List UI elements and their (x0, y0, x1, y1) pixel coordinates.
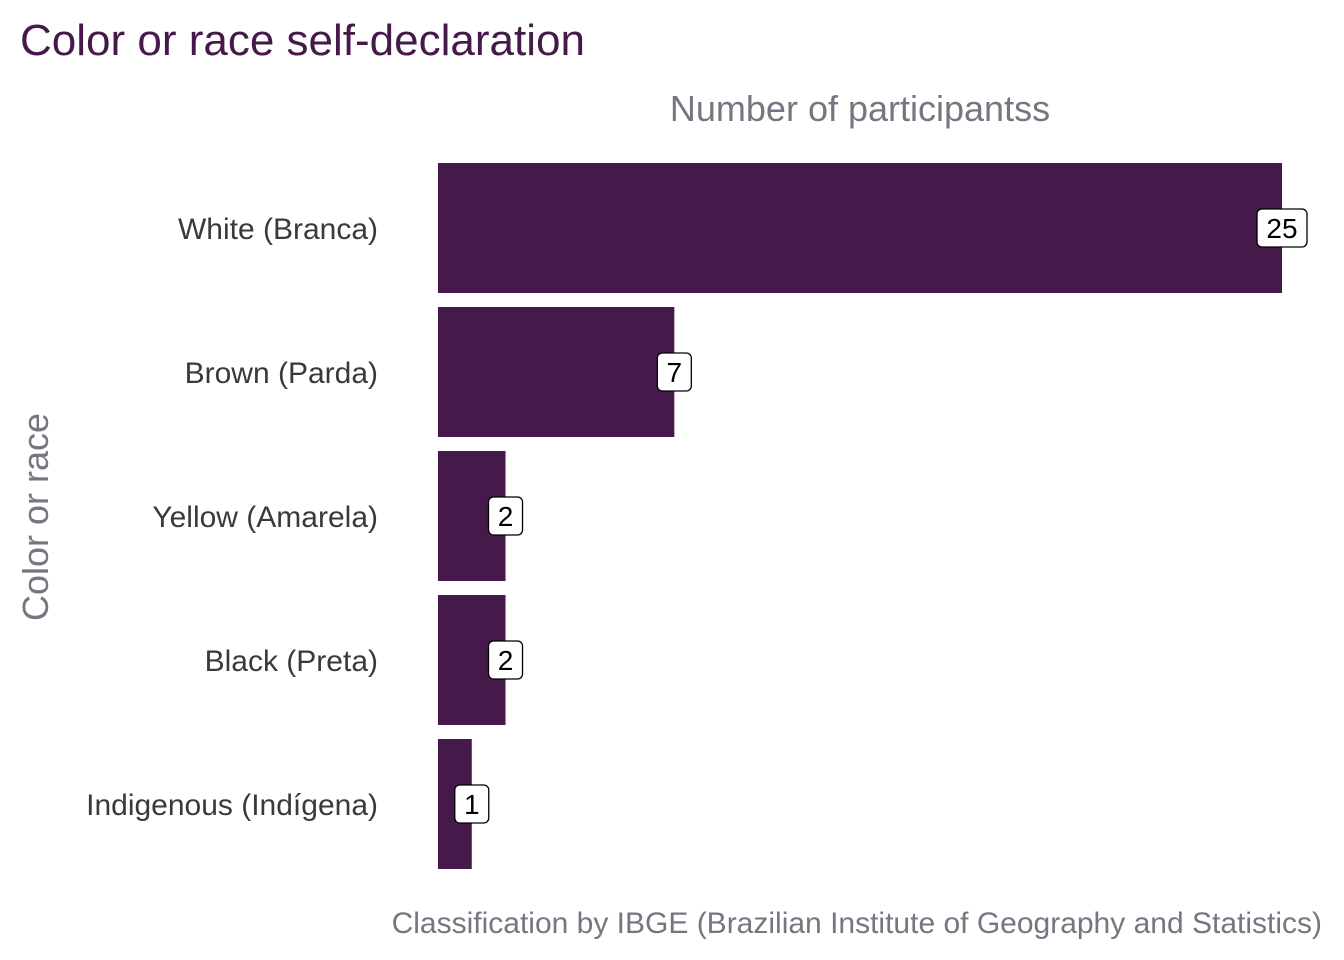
data-label: 7 (667, 357, 683, 388)
data-label-box (487, 496, 524, 536)
bar (438, 307, 675, 437)
data-label: 2 (498, 501, 514, 532)
data-label-box (656, 352, 692, 392)
y-tick-label: Indigenous (Indígena) (86, 789, 378, 822)
data-label-box (487, 640, 524, 680)
data-label: 1 (464, 789, 480, 820)
chart-caption: Classification by IBGE (Brazilian Instit… (392, 907, 1322, 940)
data-label-box (454, 784, 490, 824)
bar (438, 163, 1282, 293)
y-axis-title: Color or race (15, 413, 56, 621)
plot-area: White (Branca) 25 Brown (Parda) 7 Yellow (Am… (86, 163, 1308, 869)
y-tick-label: Black (Preta) (205, 645, 378, 678)
y-tick-label: Brown (Parda) (185, 357, 378, 390)
x-axis-title: Number of participantss (670, 88, 1050, 129)
data-label: 2 (498, 645, 514, 676)
data-label-box (1256, 208, 1308, 248)
y-tick-label: Yellow (Amarela) (152, 501, 378, 534)
data-label: 25 (1266, 213, 1297, 244)
y-tick-label: White (Branca) (178, 213, 378, 246)
chart-title: Color or race self-declaration (20, 16, 585, 65)
